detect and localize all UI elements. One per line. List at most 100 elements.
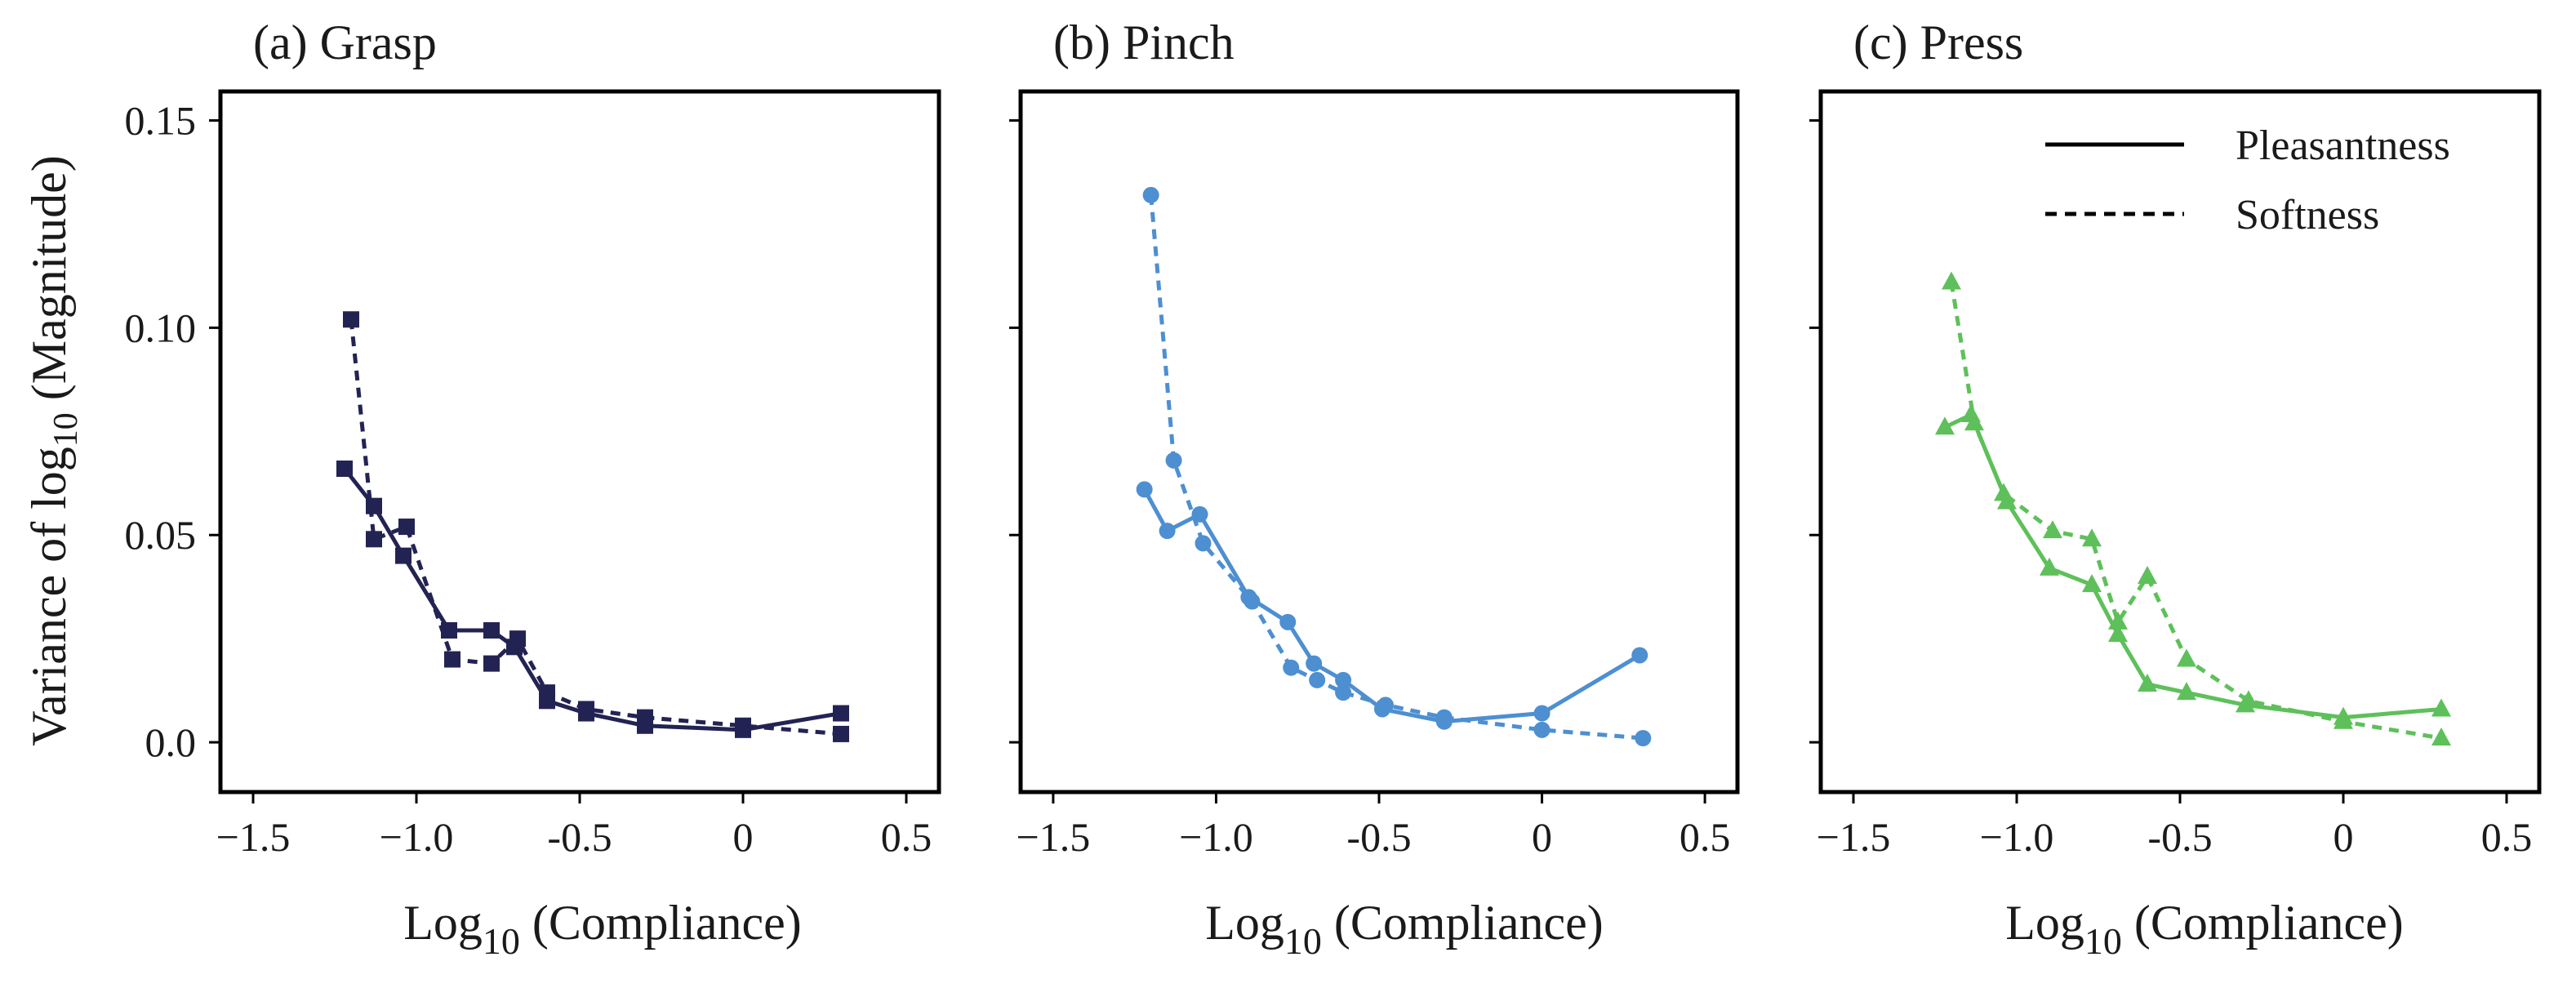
- data-point-pleasantness: [1335, 671, 1352, 688]
- data-point-softness: [735, 717, 751, 734]
- data-point-pleasantness: [2177, 682, 2196, 701]
- x-label-prefix: Log: [1205, 896, 1284, 950]
- data-point-softness: [444, 651, 460, 668]
- panels: (a) Grasp −1.5 −1.0 -0.5 0 0.5 0.0 0.05 0.10 0.15…: [125, 16, 2542, 860]
- x-tick-label: 0.5: [881, 814, 932, 860]
- plot-frame-pinch: [1018, 89, 1740, 794]
- data-point-pleasantness: [336, 461, 353, 477]
- x-tick-label: −1.0: [1179, 814, 1253, 860]
- data-point-softness: [1309, 671, 1326, 688]
- x-label-suffix: (Compliance): [2122, 896, 2404, 950]
- data-point-softness: [366, 531, 382, 548]
- data-point-softness: [1964, 412, 1984, 431]
- series-line-pleasantness: [1142, 488, 1641, 724]
- panel-title-press: (c) Press: [1853, 16, 2023, 69]
- x-tick-label: −1.5: [1817, 814, 1891, 860]
- data-point-pleasantness: [2108, 624, 2128, 643]
- data-point-softness: [539, 684, 555, 701]
- x-tick-label: 0: [733, 814, 754, 860]
- y-tick-label: 0.15: [125, 98, 197, 144]
- y-tick-label: 0.10: [125, 305, 197, 350]
- data-point-pleasantness: [833, 705, 849, 722]
- data-point-softness: [1335, 684, 1352, 701]
- x-label-prefix: Log: [2005, 896, 2084, 950]
- data-point-softness: [2431, 728, 2451, 746]
- data-point-softness: [1244, 593, 1261, 610]
- x-axis-label-grasp: Log10 (Compliance): [403, 896, 802, 962]
- plot-frame-press: [1818, 89, 2542, 794]
- data-point-pleasantness: [483, 622, 500, 639]
- data-point-pleasantness: [2431, 698, 2451, 717]
- data-point-pleasantness: [2138, 674, 2157, 692]
- x-label-subscript: 10: [2084, 920, 2122, 962]
- data-point-softness: [2177, 648, 2196, 667]
- data-point-softness: [1142, 186, 1159, 203]
- data-point-softness: [1635, 730, 1652, 746]
- data-point-softness: [1165, 452, 1182, 469]
- x-tick-label: -0.5: [2147, 814, 2212, 860]
- legend-label-pleasantness: Pleasantness: [2236, 122, 2450, 169]
- x-axis-label-press: Log10 (Compliance): [2005, 896, 2404, 962]
- legend-label-softness: Softness: [2236, 192, 2379, 238]
- data-point-softness: [1435, 709, 1453, 726]
- plot-frame-grasp: [218, 89, 941, 794]
- x-label-subscript: 10: [1284, 920, 1322, 962]
- data-point-softness: [398, 519, 415, 536]
- data-point-softness: [1994, 483, 2013, 501]
- legend: Pleasantness Softness: [2045, 122, 2450, 238]
- panel-pinch: (b) Pinch −1.5 −1.0 -0.5 0 0.5: [1009, 16, 1740, 860]
- data-point-softness: [833, 725, 849, 742]
- x-label-prefix: Log: [403, 896, 483, 950]
- data-point-softness: [2239, 690, 2258, 709]
- x-tick-label: -0.5: [547, 814, 612, 860]
- x-axis-label-pinch: Log10 (Compliance): [1205, 896, 1604, 962]
- x-tick-label: -0.5: [1346, 814, 1411, 860]
- data-point-softness: [2082, 528, 2102, 547]
- panel-title-grasp: (a) Grasp: [253, 16, 437, 69]
- series-line-softness: [1949, 282, 2442, 741]
- data-point-softness: [343, 311, 359, 328]
- x-tick-label: 0: [1532, 814, 1552, 860]
- data-point-pleasantness: [1136, 481, 1153, 498]
- data-point-softness: [483, 655, 500, 672]
- y-tick-label: 0.0: [145, 719, 197, 765]
- data-point-softness: [637, 709, 653, 726]
- x-tick-label: −1.0: [380, 814, 454, 860]
- x-label-subscript: 10: [483, 920, 520, 962]
- x-tick-label: 0.5: [2481, 814, 2533, 860]
- data-point-softness: [578, 701, 594, 718]
- data-point-pleasantness: [1935, 416, 1955, 435]
- data-point-softness: [2138, 566, 2157, 584]
- data-point-pleasantness: [1306, 655, 1323, 672]
- data-point-softness: [1533, 721, 1550, 738]
- data-point-pleasantness: [1159, 523, 1176, 540]
- data-point-softness: [2043, 520, 2062, 539]
- y-label-subscript: 10: [47, 412, 85, 447]
- data-point-pleasantness: [366, 497, 382, 514]
- data-point-pleasantness: [2082, 574, 2102, 593]
- panel-grasp: (a) Grasp −1.5 −1.0 -0.5 0 0.5 0.0 0.05 0.10 0.15: [125, 16, 941, 860]
- x-tick-label: −1.5: [216, 814, 291, 860]
- series-line-softness: [349, 318, 842, 737]
- data-point-softness: [1942, 271, 1961, 290]
- data-point-pleasantness: [1631, 647, 1648, 664]
- panel-press: (c) Press −1.5 −1.0 -0.5 0 0.5: [1809, 16, 2542, 860]
- series-line-pleasantness: [1943, 412, 2442, 720]
- data-point-pleasantness: [2040, 557, 2059, 576]
- x-tick-label: −1.5: [1017, 814, 1091, 860]
- y-axis-label: Variance of log10 (Magnitude): [22, 155, 85, 746]
- x-tick-label: −1.0: [1980, 814, 2054, 860]
- x-tick-label: 0: [2334, 814, 2354, 860]
- y-label-suffix: (Magnitude): [22, 155, 76, 412]
- data-point-pleasantness: [395, 547, 412, 564]
- data-point-pleasantness: [441, 622, 457, 639]
- x-label-suffix: (Compliance): [520, 896, 802, 950]
- data-point-pleasantness: [1279, 613, 1297, 630]
- series-line-pleasantness: [343, 467, 842, 732]
- data-point-softness: [1195, 535, 1212, 552]
- data-point-softness: [1283, 659, 1300, 676]
- data-point-softness: [1377, 697, 1394, 714]
- data-point-pleasantness: [1533, 705, 1550, 722]
- series-line-softness: [1149, 194, 1644, 741]
